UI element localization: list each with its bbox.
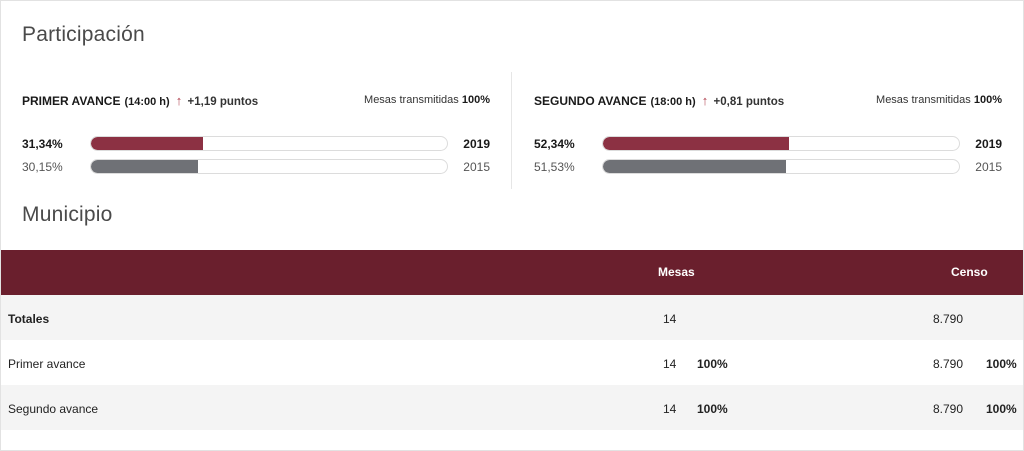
- row-censo-pct: 100%: [986, 357, 1017, 371]
- row-mesas-pct: 100%: [697, 402, 728, 416]
- segundo-avance-panel: SEGUNDO AVANCE (18:00 h) ↑ +0,81 puntos Me…: [534, 88, 1002, 188]
- row-mesas: 14: [663, 357, 677, 371]
- segundo-avance-2015-track: [602, 159, 960, 174]
- primer-avance-delta: +1,19 puntos: [187, 96, 259, 108]
- row-censo: 8.790: [933, 402, 964, 416]
- segundo-avance-delta: +0,81 puntos: [713, 96, 785, 108]
- primer-avance-title: PRIMER AVANCE: [22, 94, 121, 108]
- arrow-up-icon: ↑: [175, 93, 183, 108]
- segundo-avance-name: SEGUNDO AVANCE (18:00 h) ↑ +0,81 puntos: [534, 93, 784, 108]
- row-censo-pct: 100%: [986, 402, 1017, 416]
- table-header: Mesas Censo: [1, 250, 1023, 295]
- arrow-up-icon: ↑: [701, 93, 709, 108]
- municipio-table: Mesas Censo Totales 14 8.790 Primer avan…: [1, 250, 1023, 430]
- municipio-title: Municipio: [22, 203, 113, 226]
- segundo-avance-2015-pct: 51,53%: [534, 160, 575, 174]
- row-label: Totales: [8, 312, 50, 326]
- row-mesas: 14: [663, 312, 677, 326]
- segundo-avance-2015-row: 51,53% 2015: [534, 159, 1002, 175]
- segundo-avance-2019-bar: [603, 137, 790, 150]
- primer-avance-2019-bar: [91, 137, 203, 150]
- panel-divider: [511, 72, 512, 189]
- row-label: Primer avance: [8, 357, 86, 371]
- primer-avance-mesas-label: Mesas transmitidas: [364, 94, 459, 106]
- segundo-avance-2015-bar: [603, 160, 787, 173]
- primer-avance-2015-row: 30,15% 2015: [22, 159, 490, 175]
- column-header-mesas: Mesas: [658, 265, 695, 279]
- segundo-avance-2015-year: 2015: [975, 160, 1002, 174]
- primer-avance-time: (14:00 h): [124, 96, 170, 108]
- primer-avance-2019-pct: 31,34%: [22, 137, 63, 151]
- segundo-avance-2019-pct: 52,34%: [534, 137, 575, 151]
- segundo-avance-mesas: Mesas transmitidas 100%: [876, 94, 1002, 106]
- primer-avance-2015-track: [90, 159, 448, 174]
- primer-avance-panel: PRIMER AVANCE (14:00 h) ↑ +1,19 puntos Mes…: [22, 88, 490, 188]
- column-header-censo: Censo: [951, 265, 988, 279]
- segundo-avance-time: (18:00 h): [650, 96, 696, 108]
- participacion-title: Participación: [22, 23, 145, 46]
- row-mesas-pct: 100%: [697, 357, 728, 371]
- table-row-primer-avance: Primer avance 14 100% 8.790 100%: [1, 340, 1023, 385]
- segundo-avance-2019-row: 52,34% 2019: [534, 136, 1002, 152]
- segundo-avance-mesas-label: Mesas transmitidas: [876, 94, 971, 106]
- table-row-segundo-avance: Segundo avance 14 100% 8.790 100%: [1, 385, 1023, 430]
- segundo-avance-title: SEGUNDO AVANCE: [534, 94, 647, 108]
- segundo-avance-2019-track: [602, 136, 960, 151]
- primer-avance-2019-row: 31,34% 2019: [22, 136, 490, 152]
- primer-avance-2015-bar: [91, 160, 199, 173]
- segundo-avance-2019-year: 2019: [975, 137, 1002, 151]
- primer-avance-2019-year: 2019: [463, 137, 490, 151]
- segundo-avance-header: SEGUNDO AVANCE (18:00 h) ↑ +0,81 puntos Me…: [534, 88, 1002, 108]
- table-row-totales: Totales 14 8.790: [1, 295, 1023, 340]
- primer-avance-mesas: Mesas transmitidas 100%: [364, 94, 490, 106]
- row-label: Segundo avance: [8, 402, 99, 416]
- segundo-avance-mesas-value: 100%: [973, 94, 1002, 106]
- row-mesas: 14: [663, 402, 677, 416]
- row-censo: 8.790: [933, 312, 964, 326]
- primer-avance-header: PRIMER AVANCE (14:00 h) ↑ +1,19 puntos Mes…: [22, 88, 490, 108]
- primer-avance-2019-track: [90, 136, 448, 151]
- primer-avance-2015-pct: 30,15%: [22, 160, 63, 174]
- row-censo: 8.790: [933, 357, 964, 371]
- primer-avance-2015-year: 2015: [463, 160, 490, 174]
- primer-avance-mesas-value: 100%: [461, 94, 490, 106]
- primer-avance-name: PRIMER AVANCE (14:00 h) ↑ +1,19 puntos: [22, 93, 258, 108]
